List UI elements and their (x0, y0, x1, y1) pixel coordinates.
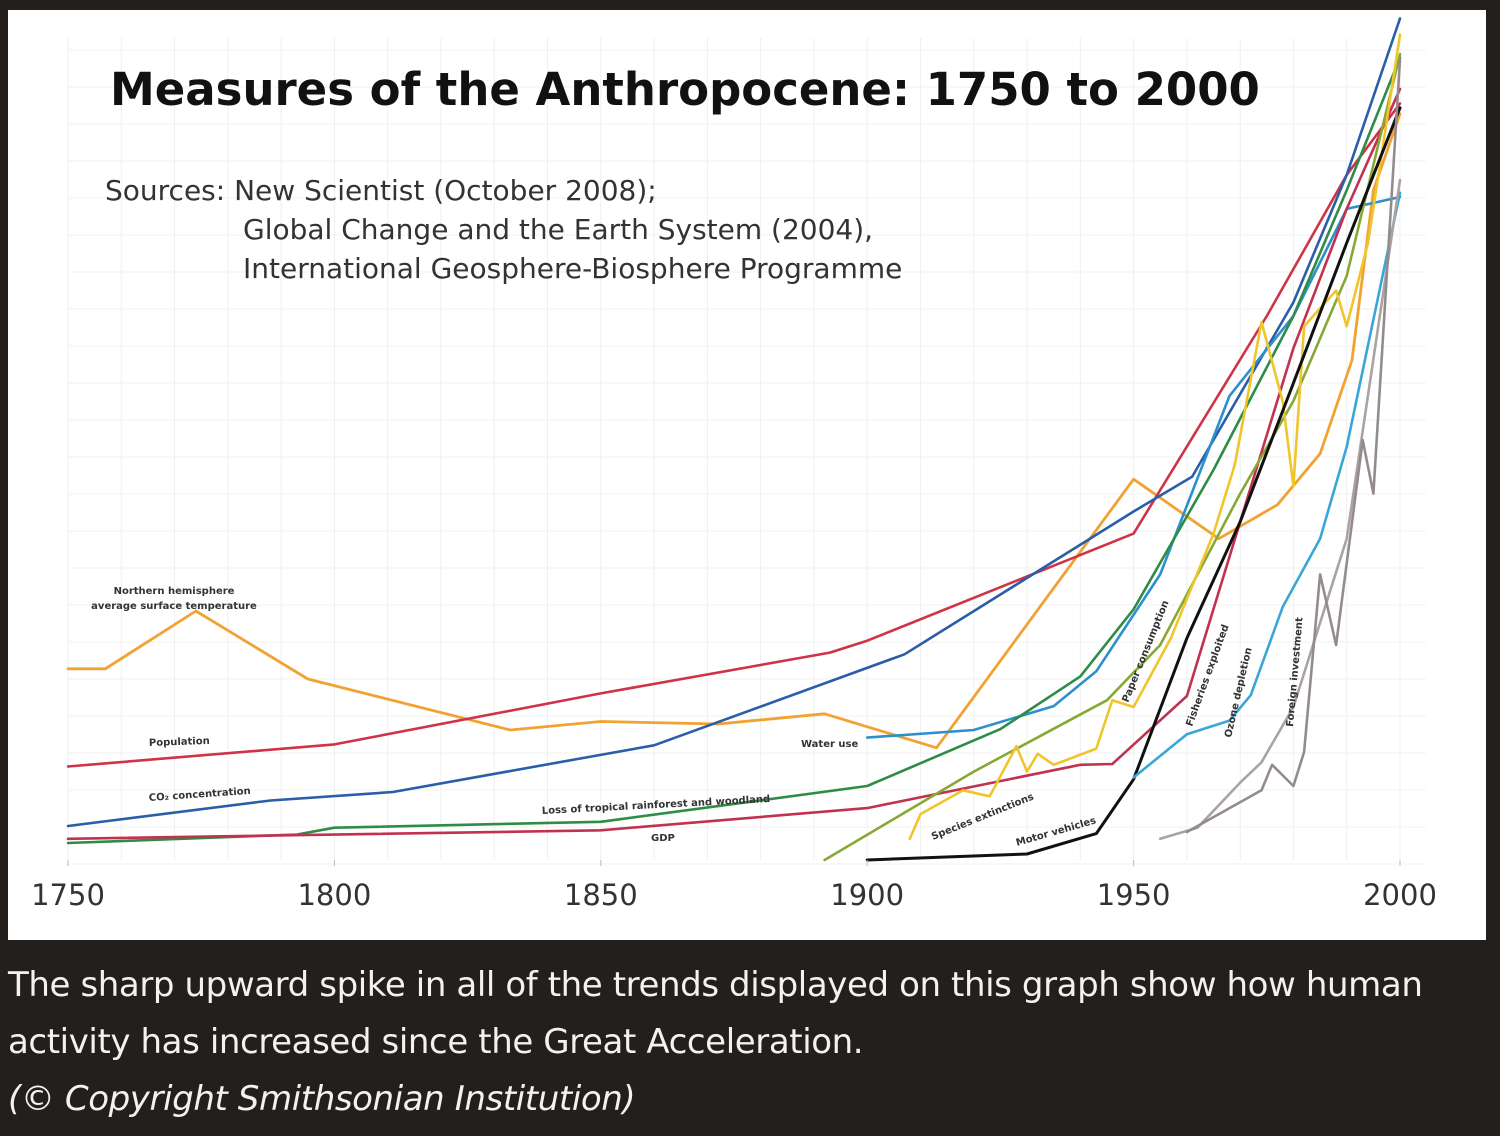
x-tick-label: 1850 (564, 878, 638, 912)
x-tick-label: 2000 (1363, 878, 1437, 912)
series-label-gdp: GDP (651, 833, 675, 844)
caption: The sharp upward spike in all of the tre… (8, 957, 1488, 1128)
series-label-text: average surface temperature (91, 601, 257, 612)
series-lines (66, 17, 1402, 862)
series-label-population: Population (149, 736, 210, 749)
series-label-text: GDP (651, 833, 675, 844)
series-line-population (66, 102, 1402, 768)
series-line-ozone-depletion (1158, 178, 1402, 841)
sources-line-3: International Geosphere-Biosphere Progra… (243, 252, 902, 285)
series-line-motor-vehicles (865, 106, 1402, 862)
series-line-foreign-investment (1185, 58, 1402, 834)
x-tick-label: 1950 (1097, 878, 1171, 912)
chart-svg: Measures of the Anthropocene: 1750 to 20… (31, 17, 1437, 912)
x-tick-label: 1750 (31, 878, 105, 912)
series-line-fisheries-exploited (1132, 191, 1402, 779)
series-line-loss-of-tropical-rainforest-and-woodland (66, 56, 1402, 845)
chart-figure: Measures of the Anthropocene: 1750 to 20… (8, 10, 1486, 940)
series-label-ozone-depletion: Ozone depletion (1223, 646, 1254, 738)
series-line-northern-hemisphere-average-surface-temperature (66, 112, 1402, 750)
series-label-text: CO₂ concentration (148, 786, 251, 804)
series-label-water-use: Water use (801, 739, 858, 750)
sources-line-1: Sources: New Scientist (October 2008); (105, 174, 657, 207)
series-label-text: Foreign investment (1285, 617, 1306, 728)
chart-title: Measures of the Anthropocene: 1750 to 20… (110, 63, 1260, 116)
series-label-text: Water use (801, 739, 858, 750)
series-label-foreign-investment: Foreign investment (1285, 617, 1306, 728)
x-tick-label: 1900 (830, 878, 904, 912)
series-label-text: Population (149, 736, 210, 749)
series-label-northern-hemisphere-average-surface-temperature: Northern hemisphere average surface tempe… (91, 586, 257, 612)
sources-line-2: Global Change and the Earth System (2004… (243, 213, 873, 246)
series-label-text: Ozone depletion (1223, 646, 1254, 738)
caption-text: The sharp upward spike in all of the tre… (8, 965, 1423, 1062)
x-axis: 1750 1800 1850 1900 1950 2000 (31, 860, 1437, 912)
series-line-water-use (865, 195, 1402, 739)
x-tick-label: 1800 (297, 878, 371, 912)
series-label-text: Northern hemisphere (114, 586, 235, 597)
caption-copyright: (© Copyright Smithsonian Institution) (8, 1079, 636, 1119)
series-label-text: Fisheries exploited (1184, 623, 1231, 728)
series-line-co-concentration (66, 17, 1402, 828)
series-label-fisheries-exploited: Fisheries exploited (1184, 623, 1231, 728)
series-line-gdp (66, 87, 1402, 841)
series-line-paper-consumption (908, 33, 1402, 841)
series-label-co-concentration: CO₂ concentration (148, 786, 251, 804)
